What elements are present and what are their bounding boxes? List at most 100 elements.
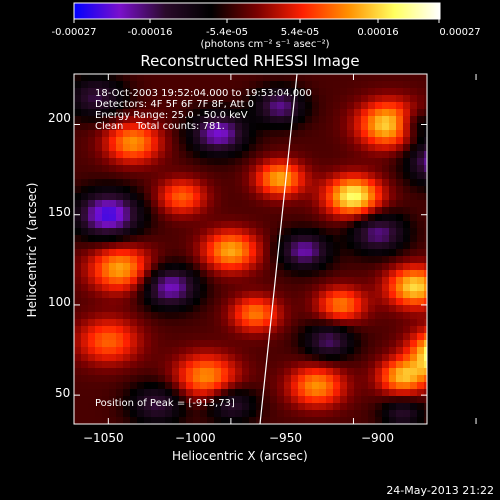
heatmap-cell xyxy=(382,263,390,271)
heatmap-cell xyxy=(81,277,89,285)
heatmap-cell xyxy=(172,165,180,173)
heatmap-cell xyxy=(123,249,131,257)
heatmap-cell xyxy=(326,382,334,390)
heatmap-cell xyxy=(137,151,145,159)
heatmap-cell xyxy=(158,270,166,278)
heatmap-cell xyxy=(305,74,313,82)
heatmap-cell xyxy=(158,347,166,355)
heatmap-cell xyxy=(298,382,306,390)
heatmap-cell xyxy=(123,88,131,96)
heatmap-cell xyxy=(291,186,299,194)
heatmap-cell xyxy=(375,158,383,166)
heatmap-cell xyxy=(179,382,187,390)
heatmap-cell xyxy=(354,298,362,306)
heatmap-cell xyxy=(200,361,208,369)
heatmap-cell xyxy=(193,137,201,145)
heatmap-cell xyxy=(396,403,404,411)
heatmap-cell xyxy=(102,235,110,243)
heatmap-cell xyxy=(410,305,418,313)
heatmap-cell xyxy=(410,151,418,159)
heatmap-cell xyxy=(102,95,110,103)
heatmap-cell xyxy=(214,312,222,320)
heatmap-cell xyxy=(144,403,152,411)
heatmap-cell xyxy=(88,242,96,250)
heatmap-cell xyxy=(95,165,103,173)
heatmap-cell xyxy=(340,333,348,341)
heatmap-cell xyxy=(375,361,383,369)
heatmap-cell xyxy=(326,165,334,173)
heatmap-cell xyxy=(186,74,194,82)
heatmap-cell xyxy=(319,368,327,376)
heatmap-cell xyxy=(228,221,236,229)
heatmap-cell xyxy=(382,368,390,376)
heatmap-cell xyxy=(193,382,201,390)
heatmap-cell xyxy=(403,102,411,110)
heatmap-cell xyxy=(417,123,425,131)
heatmap-cell xyxy=(277,95,285,103)
heatmap-cell xyxy=(354,256,362,264)
heatmap-cell xyxy=(347,410,355,418)
heatmap-cell xyxy=(123,396,131,404)
heatmap-cell xyxy=(158,410,166,418)
heatmap-cell xyxy=(207,256,215,264)
heatmap-cell xyxy=(354,242,362,250)
heatmap-cell xyxy=(424,81,427,89)
heatmap-cell xyxy=(424,284,427,292)
heatmap-cell xyxy=(144,228,152,236)
heatmap-cell xyxy=(74,277,82,285)
heatmap-cell xyxy=(109,270,117,278)
heatmap-cell xyxy=(102,417,110,424)
heatmap-cell xyxy=(319,137,327,145)
heatmap-cell xyxy=(291,361,299,369)
heatmap-cell xyxy=(88,368,96,376)
heatmap-cell xyxy=(74,179,82,187)
heatmap-cell xyxy=(410,361,418,369)
heatmap-cell xyxy=(193,88,201,96)
heatmap-cell xyxy=(74,417,82,424)
heatmap-cell xyxy=(389,249,397,257)
heatmap-cell xyxy=(284,396,292,404)
heatmap-cell xyxy=(109,228,117,236)
heatmap-cell xyxy=(137,228,145,236)
heatmap-cell xyxy=(165,186,173,194)
heatmap-cell xyxy=(375,354,383,362)
heatmap-cell xyxy=(340,235,348,243)
heatmap-cell xyxy=(109,207,117,215)
heatmap-cell xyxy=(193,165,201,173)
heatmap-cell xyxy=(158,186,166,194)
heatmap-cell xyxy=(144,389,152,397)
heatmap-cell xyxy=(340,228,348,236)
heatmap-cell xyxy=(74,144,82,152)
heatmap-cell xyxy=(361,305,369,313)
heatmap-cell xyxy=(214,193,222,201)
heatmap-cell xyxy=(242,242,250,250)
heatmap-cell xyxy=(144,123,152,131)
heatmap-cell xyxy=(221,228,229,236)
heatmap-cell xyxy=(410,200,418,208)
heatmap-cell xyxy=(249,207,257,215)
heatmap-cell xyxy=(326,403,334,411)
heatmap-cell xyxy=(200,95,208,103)
heatmap-cell xyxy=(165,172,173,180)
heatmap-cell xyxy=(270,123,278,131)
heatmap-cell xyxy=(151,249,159,257)
heatmap-cell xyxy=(277,74,285,82)
heatmap-cell xyxy=(368,207,376,215)
heatmap-cell xyxy=(95,158,103,166)
heatmap-cell xyxy=(333,256,341,264)
heatmap-cell xyxy=(200,256,208,264)
heatmap-cell xyxy=(74,270,82,278)
heatmap-cell xyxy=(242,228,250,236)
heatmap-cell xyxy=(291,291,299,299)
heatmap-cell xyxy=(396,249,404,257)
heatmap-cell xyxy=(347,172,355,180)
heatmap-cell xyxy=(235,333,243,341)
colorbar-tick-label: 0.00016 xyxy=(357,27,399,38)
heatmap-cell xyxy=(382,109,390,117)
heatmap-cell xyxy=(305,81,313,89)
heatmap-cell xyxy=(375,319,383,327)
heatmap-cell xyxy=(417,256,425,264)
heatmap-cell xyxy=(347,277,355,285)
heatmap-cell xyxy=(298,102,306,110)
heatmap-cell xyxy=(389,81,397,89)
